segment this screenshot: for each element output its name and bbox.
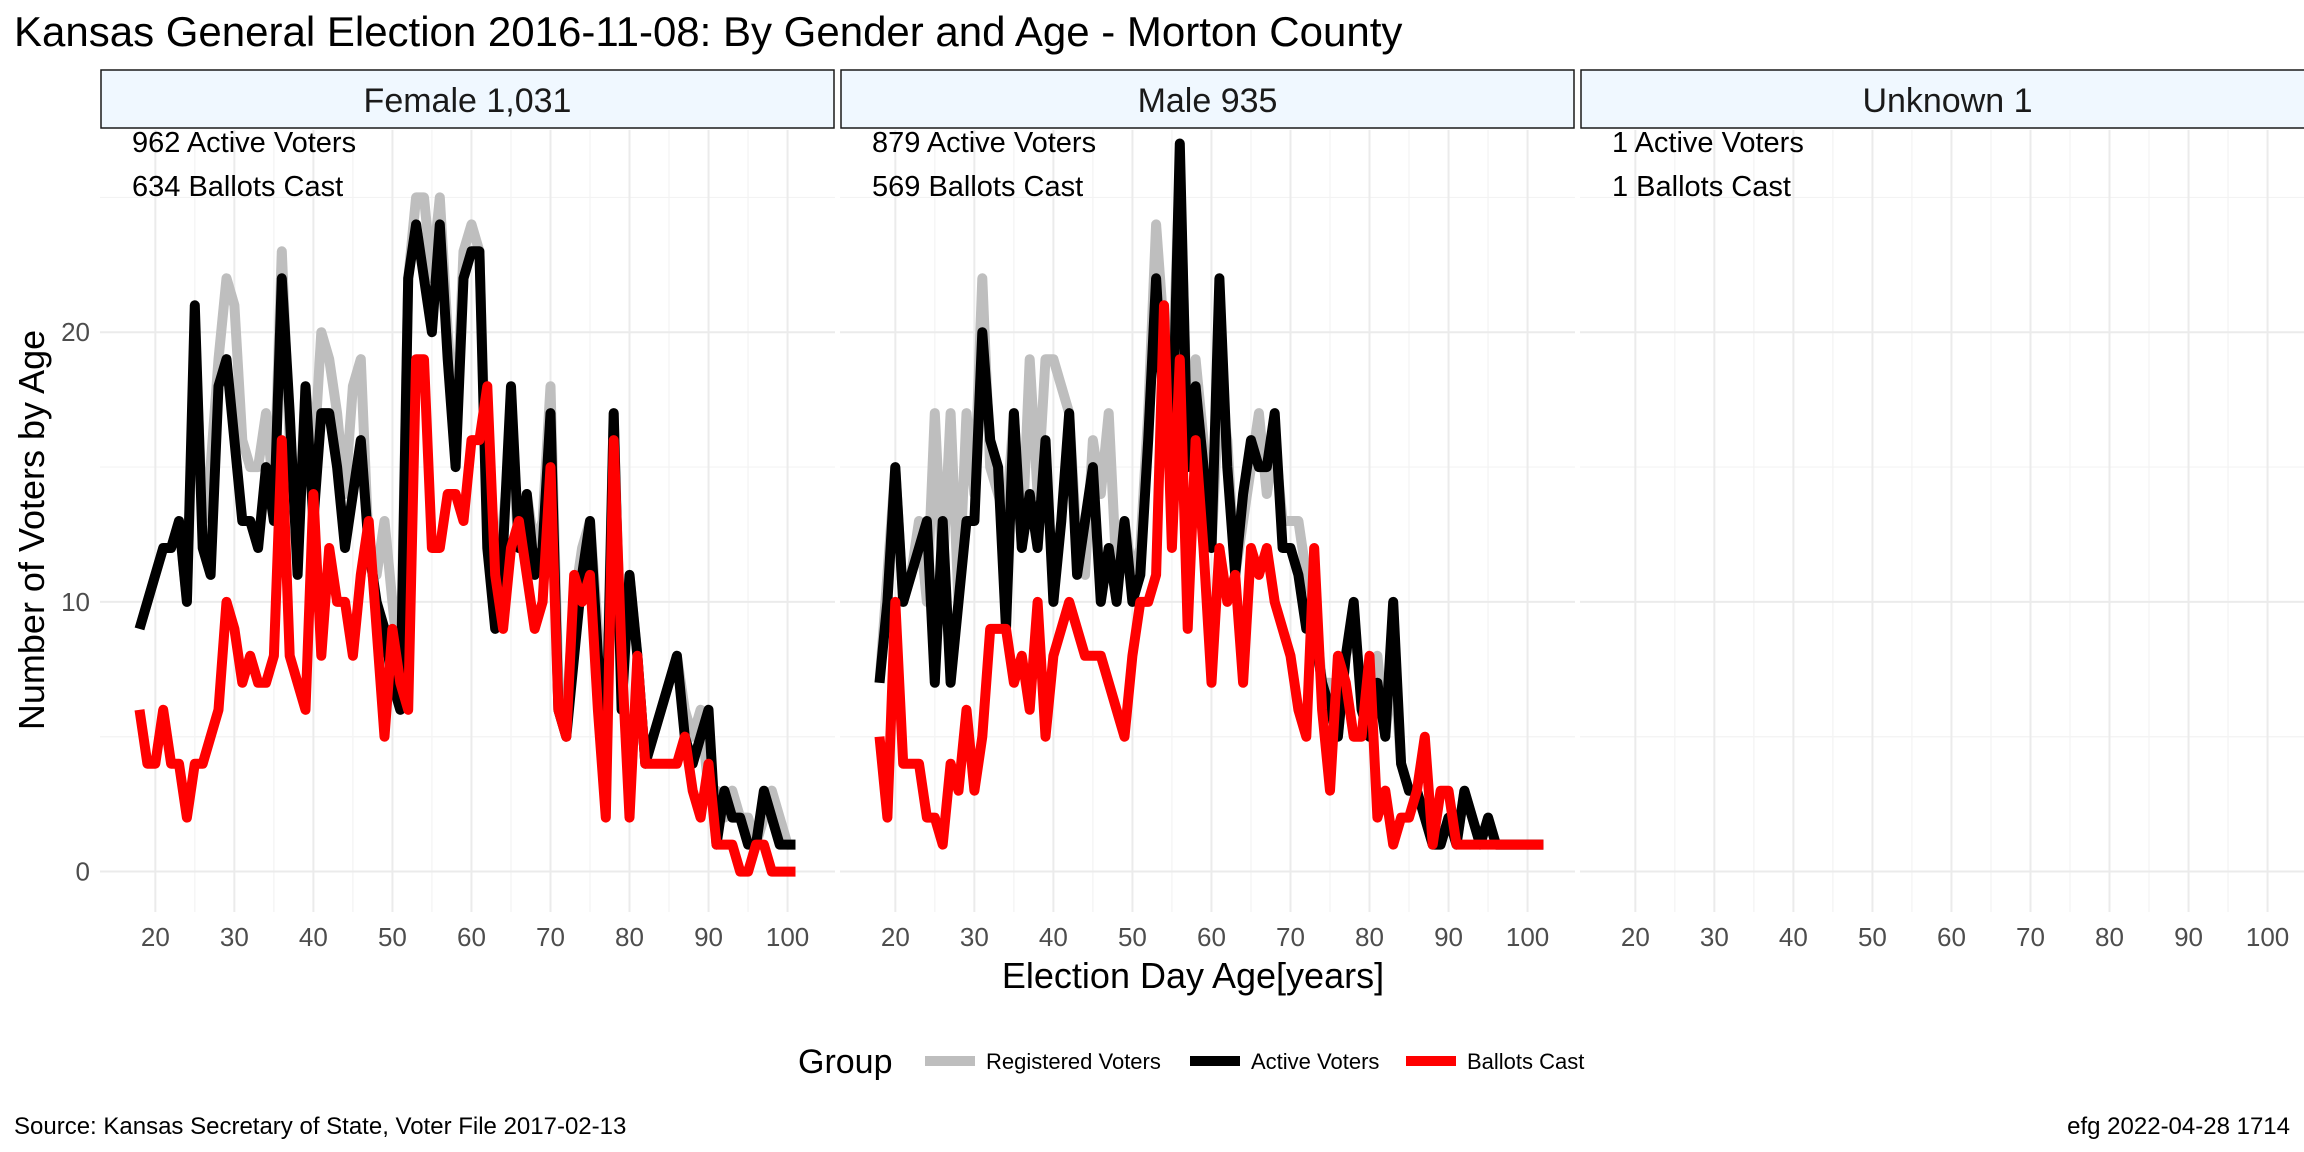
panel-annotation: 1 Ballots Cast — [1612, 171, 1791, 203]
x-tick-label: 100 — [766, 922, 809, 952]
legend-title: Group — [798, 1043, 893, 1081]
x-tick-label: 90 — [1434, 922, 1463, 952]
x-tick-label: 40 — [299, 922, 328, 952]
x-tick-label: 40 — [1039, 922, 1068, 952]
panel-annotation: 634 Ballots Cast — [132, 171, 343, 203]
panel-annotation: 1 Active Voters — [1612, 127, 1804, 159]
x-tick-label: 100 — [1506, 922, 1549, 952]
facet-strip-label: Male 935 — [1138, 82, 1278, 120]
panel-1: Male 935 879 Active Voters 569 Ballots Cas… — [840, 69, 1575, 952]
x-tick-label: 90 — [2174, 922, 2203, 952]
x-axis-title: Election Day Age[years] — [1002, 955, 1384, 996]
legend-label: Active Voters — [1251, 1049, 1379, 1074]
x-tick-label: 40 — [1779, 922, 1808, 952]
x-tick-label: 80 — [615, 922, 644, 952]
series-line-ballots-cast — [874, 300, 1544, 850]
x-tick-label: 70 — [2016, 922, 2045, 952]
x-tick-label: 60 — [457, 922, 486, 952]
legend-label: Ballots Cast — [1467, 1049, 1584, 1074]
source-caption: Source: Kansas Secretary of State, Voter… — [14, 1113, 626, 1140]
x-tick-label: 70 — [536, 922, 565, 952]
x-tick-label: 60 — [1197, 922, 1226, 952]
x-tick-label: 60 — [1937, 922, 1966, 952]
x-tick-label: 50 — [1858, 922, 1887, 952]
timestamp-caption: efg 2022-04-28 1714 — [2067, 1113, 2290, 1140]
facet-strip-label: Female 1,031 — [364, 82, 572, 120]
y-tick-label: 0 — [76, 857, 90, 887]
panel-2: Unknown 1 1 Active Voters 1 Ballots Cast 20… — [1580, 69, 2304, 952]
x-tick-label: 80 — [2095, 922, 2124, 952]
x-tick-label: 20 — [881, 922, 910, 952]
facet-strip — [100, 69, 835, 129]
x-tick-label: 30 — [220, 922, 249, 952]
y-tick-label: 10 — [61, 587, 90, 617]
x-tick-label: 20 — [1621, 922, 1650, 952]
x-tick-label: 20 — [141, 922, 170, 952]
y-axis-title: Number of Voters by Age — [11, 330, 52, 730]
panel-annotation: 879 Active Voters — [872, 127, 1096, 159]
legend: Group Registered Voters Active Voters Ballo… — [798, 1043, 1584, 1081]
series-line-ballots-cast — [134, 354, 796, 877]
x-tick-label: 30 — [1700, 922, 1729, 952]
x-tick-label: 50 — [378, 922, 407, 952]
facet-strip — [840, 69, 1575, 129]
y-tick-label: 20 — [61, 317, 90, 347]
x-tick-label: 70 — [1276, 922, 1305, 952]
chart-title: Kansas General Election 2016-11-08: By G… — [14, 8, 1402, 55]
x-tick-label: 80 — [1355, 922, 1384, 952]
x-tick-label: 50 — [1118, 922, 1147, 952]
x-tick-label: 90 — [694, 922, 723, 952]
facet-strip — [1580, 69, 2304, 129]
panel-annotation: 569 Ballots Cast — [872, 171, 1083, 203]
panel-annotation: 962 Active Voters — [132, 127, 356, 159]
x-tick-label: 30 — [960, 922, 989, 952]
facet-strip-label: Unknown 1 — [1862, 82, 2032, 120]
x-tick-label: 100 — [2246, 922, 2289, 952]
legend-label: Registered Voters — [986, 1049, 1161, 1074]
